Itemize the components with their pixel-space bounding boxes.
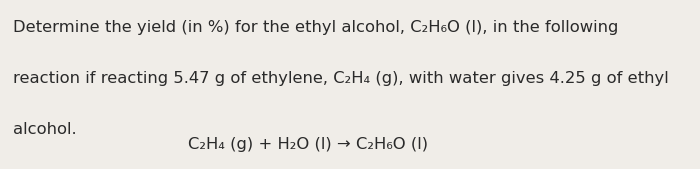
Text: C₂H₄ (g) + H₂O (l) → C₂H₆O (l): C₂H₄ (g) + H₂O (l) → C₂H₆O (l) [188, 137, 428, 152]
Text: alcohol.: alcohol. [13, 122, 76, 137]
Text: Determine the yield (in %) for the ethyl alcohol, C₂H₆O (l), in the following: Determine the yield (in %) for the ethyl… [13, 20, 618, 35]
Text: reaction if reacting 5.47 g of ethylene, C₂H₄ (g), with water gives 4.25 g of et: reaction if reacting 5.47 g of ethylene,… [13, 71, 668, 86]
